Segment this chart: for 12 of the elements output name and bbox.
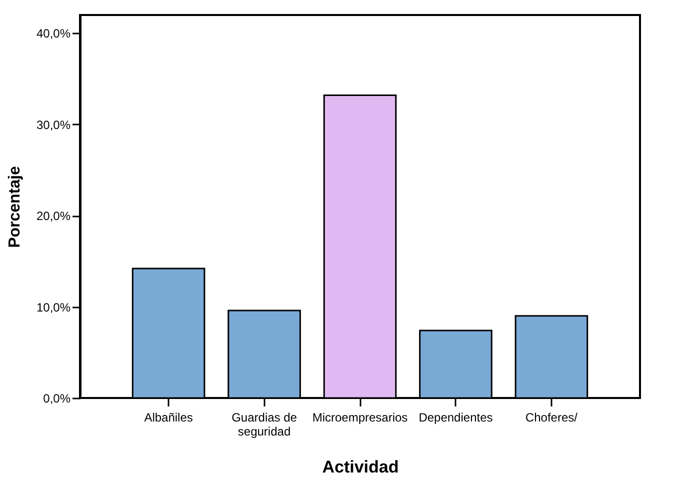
- y-axis-title: Porcentaje: [6, 166, 24, 248]
- y-tick-label: 0,0%: [43, 392, 71, 406]
- y-tick-label: 20,0%: [36, 209, 71, 224]
- y-tick-label: 10,0%: [36, 300, 71, 314]
- x-tick-label: Guardias de seguridad: [232, 410, 298, 438]
- x-tick-label: Dependientes: [418, 410, 493, 424]
- x-tick-label: Choferes/: [525, 410, 578, 424]
- x-tick-label: Microempresarios: [312, 410, 408, 424]
- x-axis-title: Actividad: [322, 458, 399, 476]
- x-tick-label: Albañiles: [144, 410, 193, 424]
- y-tick-label: 30,0%: [36, 118, 71, 132]
- y-tick-label: 40,0%: [36, 26, 71, 41]
